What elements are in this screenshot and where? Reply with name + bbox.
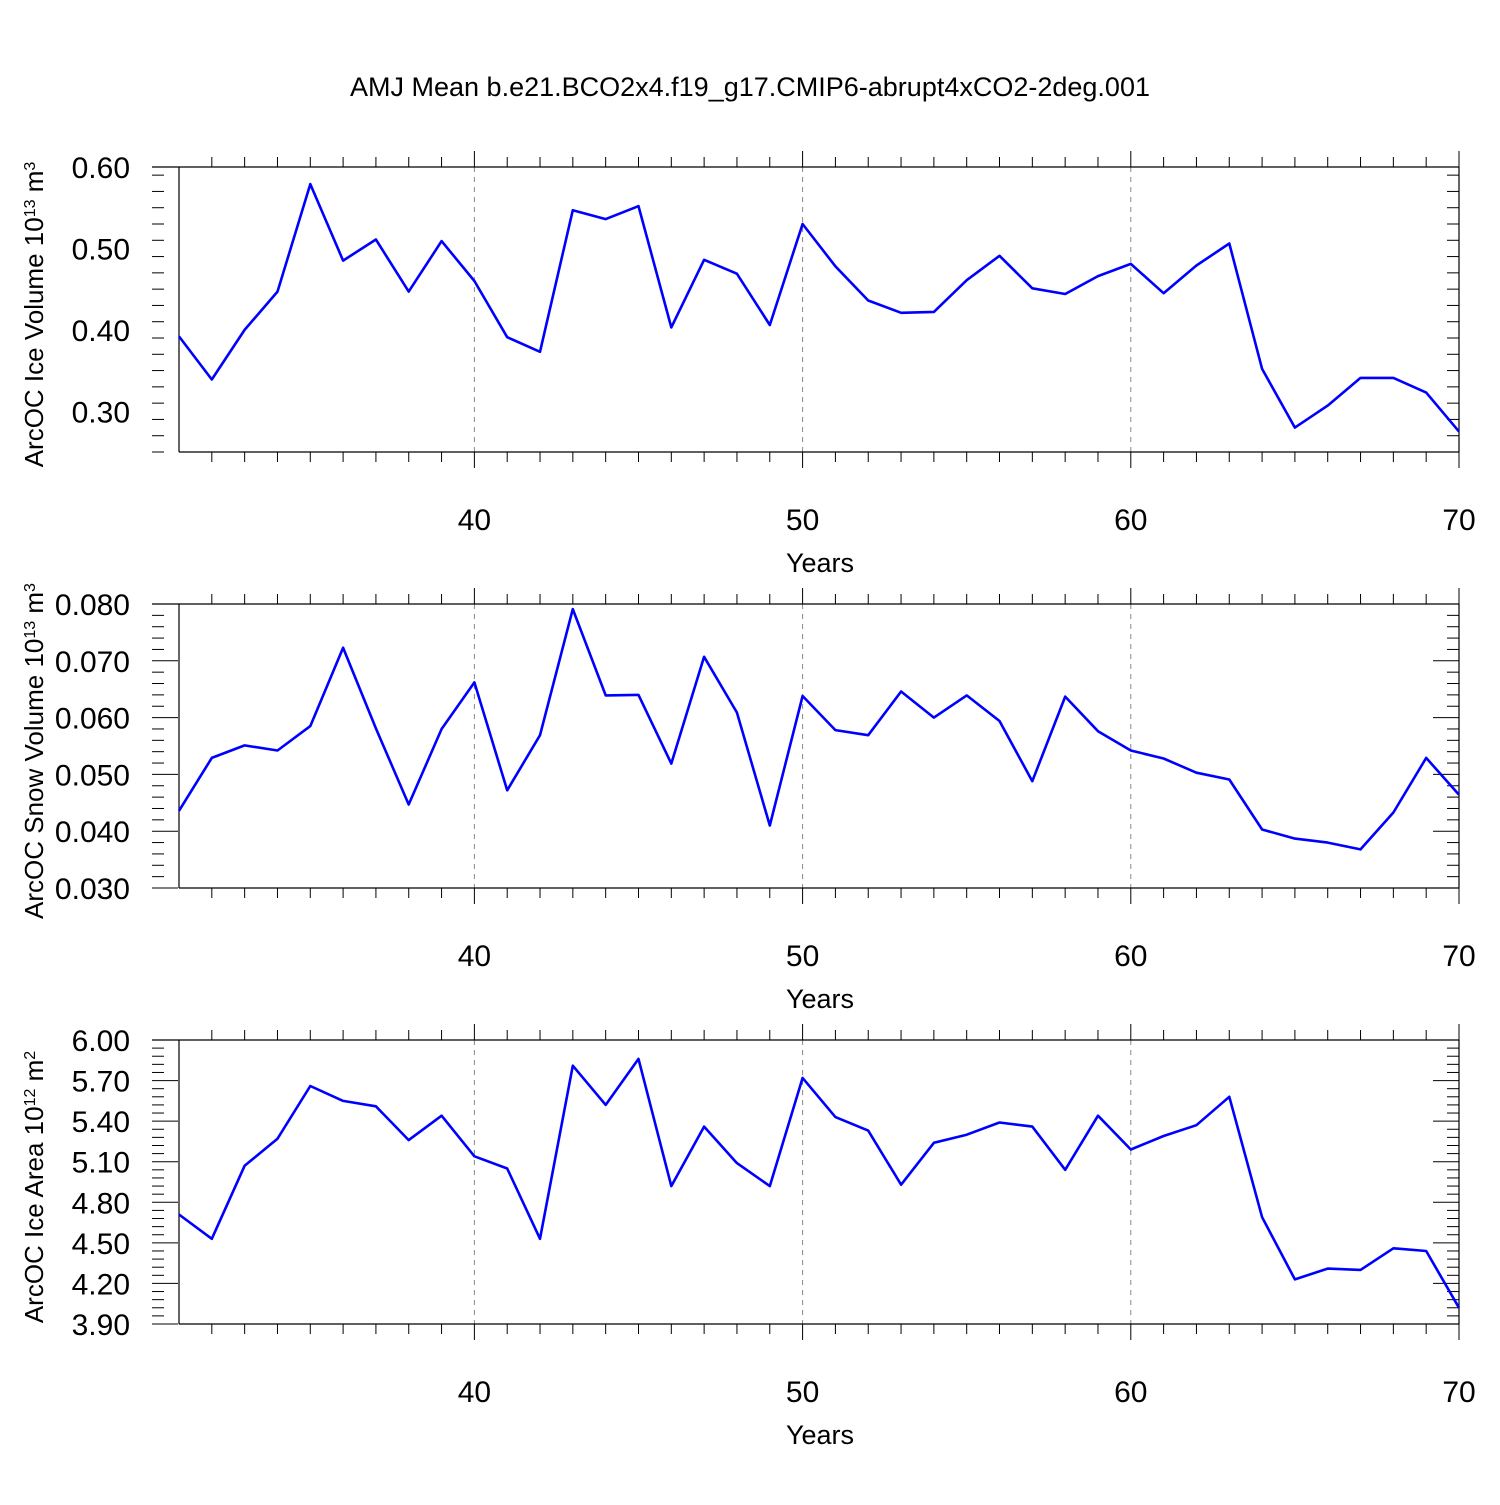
x-tick-label: 60 (1114, 504, 1147, 537)
x-tick-label: 40 (458, 940, 491, 973)
y-tick-label: 0.50 (72, 233, 130, 266)
chart-panel-3: 40 50 60 70 Years 3.90 4.20 4.50 4.80 5.10 5.40 5.7… (19, 1024, 1476, 1450)
y-axis-label: ArcOC Snow Volume 1013 m3 (19, 583, 49, 919)
y-tick-label: 6.00 (72, 1025, 130, 1058)
y-axis-label: ArcOC Ice Area 1012 m2 (19, 1051, 49, 1323)
data-line-snow-volume (177, 607, 1460, 851)
data-line-ice-area (178, 1057, 1461, 1309)
data-line-ice-volume (177, 182, 1460, 433)
y-tick-label: 4.50 (72, 1228, 130, 1261)
x-tick-label: 70 (1442, 504, 1475, 537)
y-tick-label: 0.30 (72, 396, 130, 429)
y-tick-label: 4.20 (72, 1268, 130, 1301)
y-tick-label: 5.70 (72, 1066, 130, 1099)
y-tick-label: 0.60 (72, 152, 130, 185)
y-tick-label: 0.050 (55, 759, 130, 792)
x-tick-label: 50 (786, 940, 819, 973)
y-tick-label: 5.10 (72, 1147, 130, 1180)
y-tick-label: 0.40 (72, 315, 130, 348)
y-tick-label: 0.030 (55, 873, 130, 906)
y-tick-label: 4.80 (72, 1187, 130, 1220)
x-axis-label: Years (786, 1420, 854, 1450)
x-tick-label: 60 (1114, 940, 1147, 973)
y-tick-label: 0.040 (55, 816, 130, 849)
y-tick-label: 0.070 (55, 646, 130, 679)
y-tick-label: 0.080 (55, 589, 130, 622)
x-tick-label: 70 (1442, 940, 1475, 973)
x-tick-label: 40 (458, 1376, 491, 1409)
figure-title: AMJ Mean b.e21.BCO2x4.f19_g17.CMIP6-abru… (350, 72, 1150, 102)
x-tick-label: 60 (1114, 1376, 1147, 1409)
x-tick-label: 50 (786, 1376, 819, 1409)
y-tick-label: 3.90 (72, 1309, 130, 1342)
y-tick-label: 0.060 (55, 703, 130, 736)
x-axis-label: Years (786, 548, 854, 578)
y-tick-label: 5.40 (72, 1106, 130, 1139)
chart-panel-1: 40 50 60 70 Years 0.30 0.40 0.50 0.60 ArcOC Ice V… (19, 151, 1476, 578)
x-tick-label: 40 (458, 504, 491, 537)
x-tick-label: 70 (1442, 1376, 1475, 1409)
x-tick-label: 50 (786, 504, 819, 537)
y-axis-label: ArcOC Ice Volume 1013 m3 (19, 162, 49, 468)
chart-panel-2: 40 50 60 70 Years 0.030 0.040 0.050 0.060 0.070 0.… (19, 583, 1476, 1014)
x-axis-label: Years (786, 984, 854, 1014)
